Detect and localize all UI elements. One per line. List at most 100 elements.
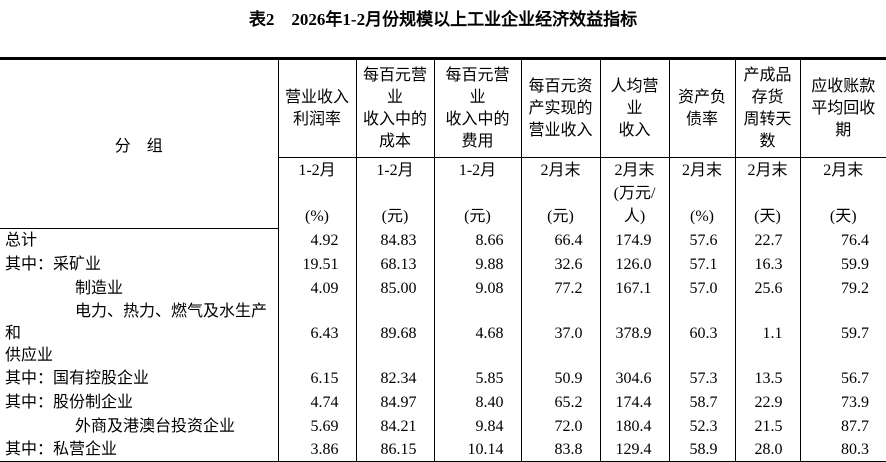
cell-value: 57.1: [669, 252, 736, 277]
cell-value: 4.68: [434, 300, 522, 367]
cell-value: 10.14: [434, 438, 522, 462]
cell-value: 73.9: [841, 393, 869, 411]
cell-value: 85.00: [356, 276, 435, 301]
cell-value: 77.2: [521, 276, 601, 301]
table-row-foreign-invested: 外商及港澳台投资企业 5.69 84.21 9.84 72.0 180.4 52…: [0, 414, 886, 439]
col-unit-revenue-per-100yuan-assets: 2月末 (元): [521, 157, 601, 229]
col-unit-revenue-per-capita: 2月末 (万元/ 人): [600, 157, 670, 229]
col-header-revenue-per-capita: 人均营 业 收入: [600, 58, 670, 158]
col-header-profit-margin: 营业收入 利润率: [278, 58, 357, 158]
row-label: 其中：股份制企业: [0, 390, 279, 415]
cell-value: 5.85: [434, 366, 522, 391]
cell-value: 4.74: [278, 390, 357, 415]
cell-value: 25.6: [735, 276, 801, 301]
cell-value: 58.7: [669, 390, 736, 415]
header-row-units: 1-2月 (%) 1-2月 (元) 1-2月 (元) 2月末 (元) 2月末 (…: [0, 157, 886, 229]
cell-value: 83.8: [521, 438, 601, 462]
col-header-receivables-collection-period: 应收账款 平均回收 期: [800, 58, 886, 158]
cell-value: 126.0: [600, 252, 670, 277]
col-unit-expense-per-100yuan-revenue: 1-2月 (元): [434, 157, 522, 229]
cell-value: 50.9: [521, 366, 601, 391]
cell-value: 84.21: [356, 414, 435, 439]
cell-value: 22.9: [735, 390, 801, 415]
cell-value: 72.0: [521, 414, 601, 439]
row-label: 电力、热力、燃气及水生产和 供应业: [0, 300, 279, 367]
page-title: 表2 2026年1-2月份规模以上工业企业经济效益指标: [248, 10, 638, 29]
row-label: 其中：采矿业: [0, 252, 279, 277]
table-row-state-holding: 其中：国有控股企业 6.15 82.34 5.85 50.9 304.6 57.…: [0, 366, 886, 391]
col-header-expense-per-100yuan-revenue: 每百元营 业 收入中的 费用: [434, 58, 522, 158]
cell-value: 5.69: [278, 414, 357, 439]
cell-value: 9.08: [434, 276, 522, 301]
cell-value: 8.40: [434, 390, 522, 415]
cell-value: 65.2: [521, 390, 601, 415]
row-label: 制造业: [0, 276, 279, 301]
cell-value: 32.6: [521, 252, 601, 277]
cell-value: 174.4: [600, 390, 670, 415]
cell-value: 174.9: [600, 228, 670, 253]
cell-value: 58.9: [669, 438, 736, 462]
cell-value: 56.7: [841, 369, 869, 387]
cell-value: 304.6: [600, 366, 670, 391]
header-row-names: 分 组 营业收入 利润率 每百元营 业 收入中的 成本 每百元营 业 收入中的 …: [0, 58, 886, 229]
cell-value: 68.13: [356, 252, 435, 277]
cell-value: 52.3: [669, 414, 736, 439]
cell-value: 21.5: [735, 414, 801, 439]
cell-value: 59.7: [841, 324, 869, 342]
cell-value: 79.2: [841, 279, 869, 297]
cell-value: 180.4: [600, 414, 670, 439]
cell-value: 6.43: [278, 300, 357, 367]
cell-value: 59.9: [841, 255, 869, 273]
cell-value: 84.97: [356, 390, 435, 415]
cell-value: 87.7: [841, 417, 869, 435]
row-label: 其中：私营企业: [0, 438, 279, 462]
economic-indicators-table: 分 组 营业收入 利润率 每百元营 业 收入中的 成本 每百元营 业 收入中的 …: [0, 57, 886, 462]
cell-value: 8.66: [434, 228, 522, 253]
table-row-private: 其中：私营企业 3.86 86.15 10.14 83.8 129.4 58.9…: [0, 438, 886, 462]
cell-value: 86.15: [356, 438, 435, 462]
cell-value: 6.15: [278, 366, 357, 391]
cell-value: 3.86: [278, 438, 357, 462]
col-header-inventory-turnover-days: 产成品 存货 周转天 数: [735, 58, 801, 158]
cell-value: 16.3: [735, 252, 801, 277]
row-label: 外商及港澳台投资企业: [0, 414, 279, 439]
cell-value: 80.3: [841, 440, 869, 458]
col-unit-profit-margin: 1-2月 (%): [278, 157, 357, 229]
row-label: 总计: [0, 228, 279, 253]
cell-value: 84.83: [356, 228, 435, 253]
col-unit-cost-per-100yuan-revenue: 1-2月 (元): [356, 157, 435, 229]
cell-value: 76.4: [841, 231, 869, 249]
cell-value: 22.7: [735, 228, 801, 253]
cell-value: 57.6: [669, 228, 736, 253]
cell-value: 4.09: [278, 276, 357, 301]
table-row-manufacturing: 制造业 4.09 85.00 9.08 77.2 167.1 57.0 25.6…: [0, 276, 886, 301]
col-unit-asset-liability-ratio: 2月末 (%): [669, 157, 736, 229]
cell-value: 66.4: [521, 228, 601, 253]
cell-value: 57.3: [669, 366, 736, 391]
cell-value: 89.68: [356, 300, 435, 367]
col-header-revenue-per-100yuan-assets: 每百元资 产实现的 营业收入: [521, 58, 601, 158]
cell-value: 167.1: [600, 276, 670, 301]
cell-value: 9.84: [434, 414, 522, 439]
col-header-cost-per-100yuan-revenue: 每百元营 业 收入中的 成本: [356, 58, 435, 158]
cell-value: 37.0: [521, 300, 601, 367]
table-row-share-holding: 其中：股份制企业 4.74 84.97 8.40 65.2 174.4 58.7…: [0, 390, 886, 415]
col-unit-inventory-turnover-days: 2月末 (天): [735, 157, 801, 229]
col-unit-receivables-collection-period: 2月末 (天): [823, 161, 864, 225]
row-label: 其中：国有控股企业: [0, 366, 279, 391]
cell-value: 4.92: [278, 228, 357, 253]
cell-value: 9.88: [434, 252, 522, 277]
table-row-mining: 其中：采矿业 19.51 68.13 9.88 32.6 126.0 57.1 …: [0, 252, 886, 277]
table-row-total: 总计 4.92 84.83 8.66 66.4 174.9 57.6 22.7 …: [0, 228, 886, 253]
cell-value: 129.4: [600, 438, 670, 462]
col-header-asset-liability-ratio: 资产负 债率: [669, 58, 736, 158]
cell-value: 28.0: [735, 438, 801, 462]
cell-value: 60.3: [669, 300, 736, 367]
cell-value: 57.0: [669, 276, 736, 301]
cell-value: 378.9: [600, 300, 670, 367]
cell-value: 19.51: [278, 252, 357, 277]
cell-value: 1.1: [735, 300, 801, 367]
table-row-utilities: 电力、热力、燃气及水生产和 供应业 6.43 89.68 4.68 37.0 3…: [0, 300, 886, 367]
cell-value: 82.34: [356, 366, 435, 391]
col-header-group: 分 组: [0, 58, 279, 229]
